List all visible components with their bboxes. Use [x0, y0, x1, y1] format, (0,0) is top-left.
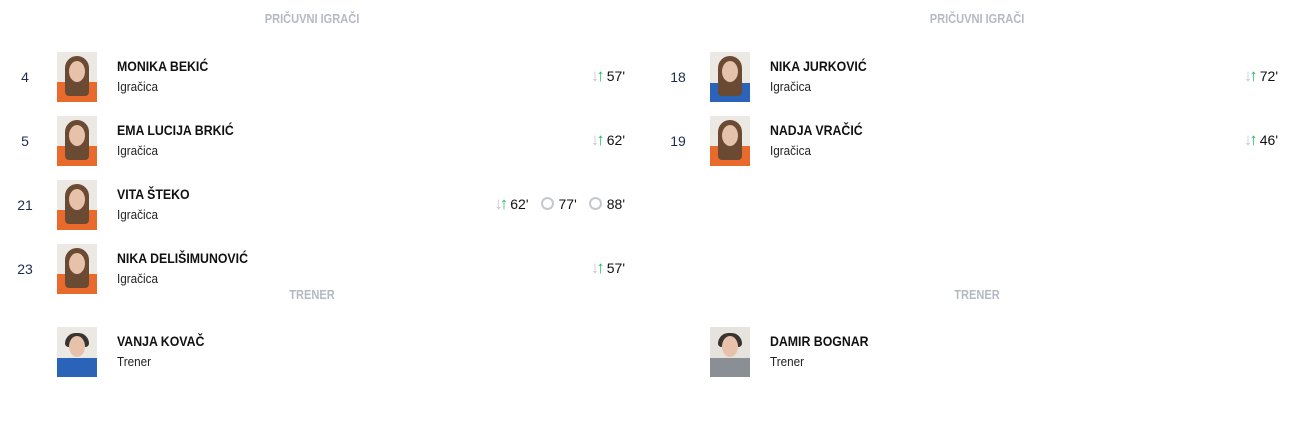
substitution-icon: ↓↑: [494, 194, 508, 213]
coach-photo: [57, 327, 97, 377]
home-team-column: PRIČUVNI IGRAČI 4 MONIKA BEKIĆ Igračica …: [0, 0, 648, 391]
player-photo: [57, 52, 97, 102]
event-substitution-in: ↓↑ 62': [591, 131, 625, 148]
away-team-column: PRIČUVNI IGRAČI 18 NIKA JURKOVIĆ Igračic…: [653, 0, 1296, 391]
player-role: Igračica: [117, 143, 158, 158]
coach-photo: [710, 327, 750, 377]
player-events: ↓↑ 62' 77' 88': [494, 195, 625, 212]
player-number: 23: [17, 261, 33, 277]
player-number: 19: [670, 133, 686, 149]
player-name[interactable]: NADJA VRAČIĆ: [770, 122, 863, 138]
player-name[interactable]: MONIKA BEKIĆ: [117, 58, 209, 74]
event-minute: 88': [606, 195, 625, 212]
player-events: ↓↑ 46': [1244, 131, 1278, 148]
substitution-icon: ↓↑: [1243, 130, 1258, 149]
player-role: Igračica: [770, 143, 811, 158]
player-row[interactable]: 4 MONIKA BEKIĆ Igračica ↓↑ 57': [0, 52, 648, 116]
ball-icon: [540, 197, 554, 210]
event-goal: 77': [540, 195, 577, 212]
player-row[interactable]: 23 NIKA DELIŠIMUNOVIĆ Igračica ↓↑ 57': [0, 244, 648, 308]
player-name[interactable]: NIKA DELIŠIMUNOVIĆ: [117, 250, 248, 266]
player-events: ↓↑ 62': [591, 131, 625, 148]
player-events: ↓↑ 57': [591, 259, 625, 276]
reserves-header: PRIČUVNI IGRAČI: [264, 11, 360, 26]
player-events: ↓↑ 72': [1244, 67, 1278, 84]
player-photo: [710, 52, 750, 102]
player-photo: [57, 180, 97, 230]
player-photo: [710, 116, 750, 166]
player-number: 21: [17, 197, 33, 213]
ball-icon: [588, 197, 602, 210]
player-row[interactable]: 21 VITA ŠTEKO Igračica ↓↑ 62' 77' 88': [0, 180, 648, 244]
event-minute: 57': [606, 259, 625, 276]
event-substitution-in: ↓↑ 72': [1244, 67, 1278, 84]
coach-role: Trener: [117, 354, 152, 369]
coach-header: TRENER: [954, 287, 1000, 302]
coach-row[interactable]: DAMIR BOGNAR Trener: [653, 327, 1296, 391]
coach-row[interactable]: VANJA KOVAČ Trener: [0, 327, 648, 391]
substitution-icon: ↓↑: [590, 258, 605, 277]
player-photo: [57, 116, 97, 166]
player-role: Igračica: [117, 79, 158, 94]
coach-name[interactable]: DAMIR BOGNAR: [770, 333, 869, 349]
player-role: Igračica: [117, 271, 158, 286]
coach-header: TRENER: [289, 287, 335, 302]
event-substitution-in: ↓↑ 57': [591, 67, 625, 84]
player-number: 4: [21, 69, 29, 85]
coach-name[interactable]: VANJA KOVAČ: [117, 333, 205, 349]
event-minute: 77': [558, 195, 577, 212]
player-row[interactable]: 18 NIKA JURKOVIĆ Igračica ↓↑ 72': [653, 52, 1296, 116]
player-row[interactable]: 19 NADJA VRAČIĆ Igračica ↓↑ 46': [653, 116, 1296, 180]
event-substitution-in: ↓↑ 57': [591, 259, 625, 276]
player-role: Igračica: [770, 79, 811, 94]
event-minute: 62': [606, 131, 625, 148]
event-minute: 46': [1259, 131, 1278, 148]
player-row[interactable]: 5 EMA LUCIJA BRKIĆ Igračica ↓↑ 62': [0, 116, 648, 180]
coach-role: Trener: [770, 354, 805, 369]
substitution-icon: ↓↑: [590, 66, 605, 85]
player-number: 5: [21, 133, 29, 149]
player-number: 18: [670, 69, 686, 85]
event-minute: 57': [606, 67, 625, 84]
event-goal: 88': [588, 195, 625, 212]
substitution-icon: ↓↑: [590, 130, 605, 149]
player-photo: [57, 244, 97, 294]
player-events: ↓↑ 57': [591, 67, 625, 84]
event-substitution-in: ↓↑ 62': [494, 195, 528, 212]
player-role: Igračica: [117, 207, 158, 222]
substitution-icon: ↓↑: [1243, 66, 1258, 85]
player-name[interactable]: VITA ŠTEKO: [117, 186, 190, 202]
event-substitution-in: ↓↑ 46': [1244, 131, 1278, 148]
reserves-header: PRIČUVNI IGRAČI: [929, 11, 1025, 26]
player-name[interactable]: NIKA JURKOVIĆ: [770, 58, 867, 74]
event-minute: 62': [510, 195, 529, 212]
player-name[interactable]: EMA LUCIJA BRKIĆ: [117, 122, 234, 138]
event-minute: 72': [1259, 67, 1278, 84]
